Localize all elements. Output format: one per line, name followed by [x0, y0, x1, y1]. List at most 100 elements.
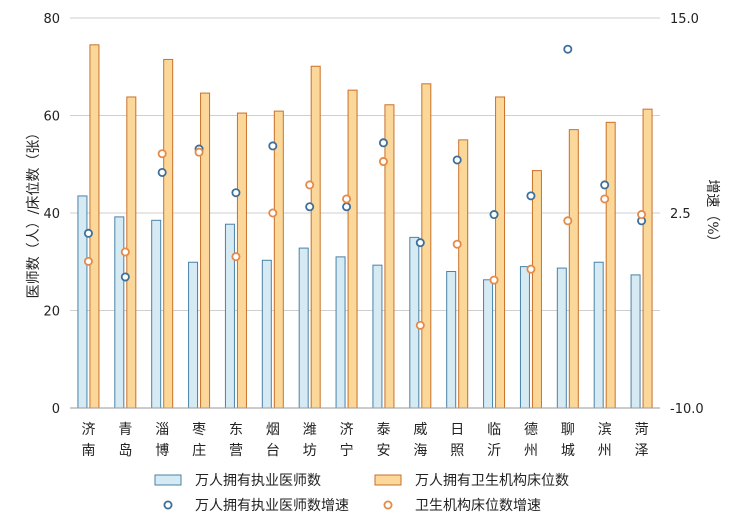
x-category-label: 泰 [376, 422, 390, 438]
x-category-label: 临 [487, 422, 501, 438]
x-category-label: 日 [450, 422, 464, 438]
x-category-label: 潍 [303, 422, 317, 438]
legend-label: 万人拥有执业医师数 [195, 473, 321, 489]
x-category-label: 宁 [340, 442, 354, 459]
point-doctor-growth [157, 167, 167, 177]
y-tick-label: 40 [43, 207, 60, 222]
point-doctor-growth [600, 180, 610, 190]
point-doctor-growth [268, 141, 278, 151]
point-bed-growth [600, 194, 610, 204]
bar-beds [495, 96, 506, 409]
point-doctor-growth [120, 272, 130, 282]
y2-tick-label: 2.5 [670, 207, 691, 222]
legend-swatch [154, 474, 182, 486]
bar-beds [200, 92, 211, 409]
point-bed-growth [342, 194, 352, 204]
x-category-label: 南 [81, 443, 95, 459]
point-doctor-growth [452, 155, 462, 165]
x-category-label: 台 [266, 443, 280, 459]
x-category-label: 州 [598, 443, 612, 459]
y-ticks: 0 20 40 60 80 [43, 12, 60, 417]
bar-doctors [77, 195, 88, 409]
point-bed-growth [415, 320, 425, 330]
y2-axis-label: 增速（%） [704, 179, 720, 248]
point-bed-growth [157, 149, 167, 159]
bar-beds [458, 139, 469, 409]
y-axis-label: 医师数（人）/床位数（张） [26, 126, 42, 299]
y-tick-label: 60 [43, 110, 60, 125]
bar-beds [531, 170, 542, 409]
x-category-label: 菏 [635, 422, 649, 438]
x-categories: 济南 青岛 淄博 枣庄 东营 烟台 潍坊 济宁 泰安 威海 日照 临沂 德州 聊城 滨州 菏泽 [81, 422, 648, 459]
x-category-label: 庄 [192, 442, 206, 459]
point-bed-growth [305, 180, 315, 190]
bar-doctors [298, 247, 309, 409]
point-bed-growth [83, 256, 93, 266]
point-doctor-growth [415, 238, 425, 248]
bar-doctors [224, 223, 235, 409]
legend-label: 卫生机构床位数增速 [415, 498, 541, 514]
point-bed-growth [194, 147, 204, 157]
bar-beds [310, 65, 321, 409]
bar-doctors [151, 219, 162, 409]
x-category-label: 聊 [561, 422, 575, 438]
point-bed-growth [378, 157, 388, 167]
bar-beds [384, 104, 395, 409]
y2-tick-label: -10.0 [670, 402, 704, 417]
x-category-label: 坊 [303, 443, 317, 459]
x-category-label: 安 [376, 443, 390, 459]
bar-doctors [630, 274, 641, 409]
x-category-label: 东 [229, 422, 243, 438]
y-tick-label: 20 [43, 305, 60, 320]
bar-beds [273, 110, 284, 409]
x-category-label: 泽 [635, 443, 649, 459]
bar-doctors [483, 279, 494, 409]
x-category-label: 营 [229, 443, 243, 459]
bar-doctors [446, 271, 457, 409]
x-category-label: 淄 [155, 422, 169, 438]
x-category-label: 威 [413, 422, 427, 438]
point-doctor-growth [83, 228, 93, 238]
bar-beds [163, 58, 174, 409]
x-category-label: 岛 [118, 443, 132, 459]
bar-beds [642, 108, 653, 409]
bar-doctors [372, 264, 383, 409]
point-doctor-growth [489, 210, 499, 220]
legend-label: 万人拥有卫生机构床位数 [415, 473, 569, 489]
x-category-label: 博 [155, 442, 169, 459]
bar-beds [347, 89, 358, 409]
x-category-label: 州 [524, 443, 538, 459]
x-category-label: 城 [561, 443, 575, 459]
bar-doctors [114, 216, 125, 409]
x-category-label: 滨 [598, 422, 612, 438]
y2-tick-label: 15.0 [670, 12, 699, 27]
point-bed-growth [637, 210, 647, 220]
y-tick-label: 0 [52, 402, 60, 417]
point-bed-growth [489, 275, 499, 285]
x-category-label: 济 [340, 422, 354, 438]
bar-doctors [519, 266, 530, 409]
legend-marker [383, 500, 393, 510]
bar-beds [236, 112, 247, 409]
point-bed-growth [231, 252, 241, 262]
x-category-label: 青 [118, 422, 132, 438]
point-bed-growth [120, 247, 130, 257]
bar-doctors [593, 261, 604, 409]
legend-label: 万人拥有执业医师数增速 [195, 498, 349, 514]
bar-doctors [335, 256, 346, 409]
x-category-label: 德 [524, 422, 538, 438]
point-bed-growth [268, 208, 278, 218]
bar-doctors [556, 267, 567, 409]
bar-beds [605, 121, 616, 409]
bar-doctors [261, 259, 272, 409]
legend-marker [163, 500, 173, 510]
bar-doctors [188, 261, 199, 409]
point-bed-growth [526, 264, 536, 274]
points [83, 44, 647, 330]
x-category-label: 海 [413, 443, 427, 459]
point-doctor-growth [305, 202, 315, 212]
point-doctor-growth [342, 202, 352, 212]
point-doctor-growth [231, 188, 241, 198]
point-bed-growth [563, 216, 573, 226]
